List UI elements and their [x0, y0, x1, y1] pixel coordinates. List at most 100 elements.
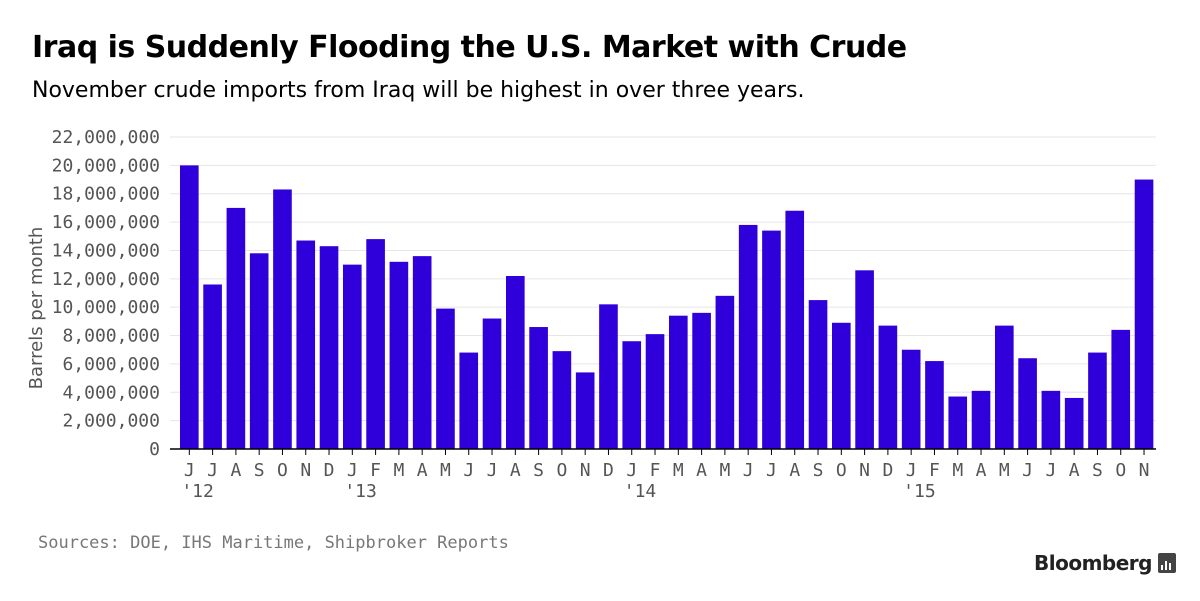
bar — [1111, 329, 1131, 449]
y-tick-label: 10,000,000 — [52, 297, 160, 318]
bar — [366, 239, 385, 449]
bar — [738, 224, 758, 449]
x-tick-label: F — [929, 460, 940, 481]
x-tick-label: J — [906, 460, 917, 481]
bar — [785, 210, 805, 449]
y-tick-label: 8,000,000 — [62, 326, 160, 347]
x-tick-label: S — [1092, 460, 1103, 481]
bar — [319, 246, 339, 449]
bar — [599, 304, 618, 449]
bar — [971, 390, 991, 449]
bloomberg-logo: Bloomberg — [1034, 551, 1176, 575]
x-tick-label: F — [650, 460, 661, 481]
bar — [948, 396, 968, 449]
x-tick-label: S — [533, 460, 544, 481]
bar — [855, 270, 874, 449]
chart-title: Iraq is Suddenly Flooding the U.S. Marke… — [32, 30, 907, 65]
x-tick-label: M — [952, 460, 963, 481]
x-tick-label: D — [324, 460, 335, 481]
bar — [1088, 352, 1107, 449]
bar — [878, 325, 898, 449]
x-tick-label: J — [487, 460, 498, 481]
chart-subtitle: November crude imports from Iraq will be… — [32, 78, 805, 103]
bar — [575, 372, 595, 449]
x-tick-label: N — [1139, 460, 1150, 481]
x-tick-label: M — [673, 460, 684, 481]
bar — [1018, 358, 1037, 449]
x-tick-label: J — [766, 460, 777, 481]
y-tick-label: 20,000,000 — [52, 155, 160, 176]
x-tick-label: M — [393, 460, 404, 481]
x-tick-label: A — [696, 460, 707, 481]
bloomberg-terminal-icon — [1157, 553, 1176, 573]
bar — [552, 351, 572, 449]
bar — [249, 253, 269, 449]
bar — [436, 308, 455, 449]
x-tick-label: D — [882, 460, 893, 481]
bar — [622, 341, 642, 449]
bar — [506, 275, 525, 449]
x-tick-label: J — [207, 460, 218, 481]
x-tick-label: F — [370, 460, 381, 481]
x-tick-label: O — [1115, 460, 1126, 481]
y-tick-label: 6,000,000 — [62, 354, 160, 375]
brand-name: Bloomberg — [1034, 551, 1152, 575]
bar — [832, 322, 851, 449]
y-tick-label: 18,000,000 — [52, 184, 160, 205]
x-tick-label: J — [347, 460, 358, 481]
bar — [529, 327, 548, 449]
year-label: '15 — [903, 481, 936, 502]
bar — [389, 261, 409, 449]
y-tick-label: 14,000,000 — [52, 240, 160, 261]
x-tick-label: J — [626, 460, 637, 481]
bar — [645, 334, 665, 449]
y-tick-label: 12,000,000 — [52, 269, 160, 290]
x-tick-label: M — [999, 460, 1010, 481]
bar — [459, 352, 479, 449]
bar — [1064, 397, 1084, 449]
x-tick-label: M — [440, 460, 451, 481]
x-tick-label: J — [463, 460, 474, 481]
bar — [925, 361, 944, 449]
bar — [1134, 179, 1154, 449]
bar — [180, 165, 199, 449]
x-tick-label: A — [417, 460, 428, 481]
y-axis-label: Barrels per month — [26, 227, 47, 390]
bars — [180, 165, 1154, 450]
bar — [412, 256, 432, 449]
year-label: '14 — [624, 481, 657, 502]
bar — [995, 325, 1014, 449]
x-tick-label: M — [719, 460, 730, 481]
x-tick-label: J — [184, 460, 195, 481]
axes: 0 2,000,000 4,000,000 6,000,000 8,000,000 10,… — [52, 127, 1156, 502]
bar — [273, 189, 292, 450]
bar — [482, 318, 502, 449]
y-tick-label: 16,000,000 — [52, 212, 160, 233]
bar — [692, 312, 711, 449]
x-tick-label: A — [1069, 460, 1080, 481]
bar — [203, 284, 222, 449]
x-tick-label: O — [556, 460, 567, 481]
year-label: '13 — [344, 481, 377, 502]
bar — [715, 295, 735, 449]
x-tick-label: N — [859, 460, 870, 481]
bar — [343, 264, 362, 449]
source-note: Sources: DOE, IHS Maritime, Shipbroker R… — [38, 533, 509, 553]
bar — [669, 315, 688, 449]
y-tick-label: 2,000,000 — [62, 411, 160, 432]
x-tick-label: A — [230, 460, 241, 481]
x-tick-label: J — [1045, 460, 1056, 481]
bar — [226, 207, 246, 449]
bar — [762, 230, 781, 449]
x-tick-label: O — [277, 460, 288, 481]
x-tick-label: J — [1022, 460, 1033, 481]
x-tick-label: N — [300, 460, 311, 481]
x-tick-label: J — [743, 460, 754, 481]
x-tick-label: S — [254, 460, 265, 481]
x-tick-label: O — [836, 460, 847, 481]
bar — [808, 300, 828, 449]
x-tick-label: S — [813, 460, 824, 481]
x-tick-label: D — [603, 460, 614, 481]
bar — [1041, 390, 1061, 449]
